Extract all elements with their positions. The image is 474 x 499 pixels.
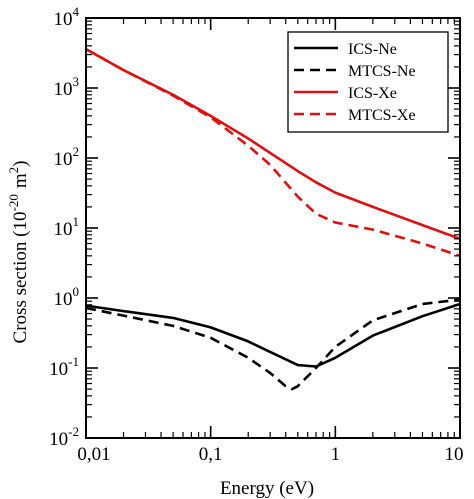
x-tick-label: 0,1 bbox=[199, 444, 223, 465]
y-tick-label: 103 bbox=[54, 74, 80, 100]
ticks bbox=[85, 17, 461, 439]
plot-lines bbox=[86, 47, 460, 391]
x-tick-label: 10 bbox=[445, 444, 464, 465]
legend: ICS-Ne MTCS-Ne ICS-Xe MTCS-Xe bbox=[287, 31, 449, 133]
series-line-ics-ne bbox=[86, 302, 460, 368]
series-line-ics-xe bbox=[86, 47, 460, 241]
legend-label-ics-xe: ICS-Xe bbox=[348, 85, 397, 102]
y-tick-label: 102 bbox=[54, 144, 80, 170]
y-tick-label: 10-1 bbox=[49, 354, 79, 380]
series-line-mtcs-xe bbox=[86, 47, 460, 258]
x-tick-label: 0,01 bbox=[77, 444, 110, 465]
series-line-mtcs-ne bbox=[86, 298, 460, 391]
y-tick-label: 101 bbox=[54, 214, 80, 240]
tick-labels: 0,01 0,1 1 10 10-2 10-1 100 101 102 103 104 bbox=[49, 4, 463, 465]
x-axis-title: Energy (eV) bbox=[220, 478, 314, 499]
y-tick-label: 104 bbox=[54, 4, 80, 30]
legend-label-ics-ne: ICS-Ne bbox=[348, 41, 397, 58]
x-tick-label: 1 bbox=[331, 444, 341, 465]
legend-label-mtcs-xe: MTCS-Xe bbox=[348, 107, 416, 124]
y-tick-label: 10-2 bbox=[49, 424, 79, 450]
y-axis-title: Cross section (10-20m2) bbox=[6, 161, 31, 344]
legend-label-mtcs-ne: MTCS-Ne bbox=[348, 63, 416, 80]
y-tick-label: 100 bbox=[54, 284, 80, 310]
